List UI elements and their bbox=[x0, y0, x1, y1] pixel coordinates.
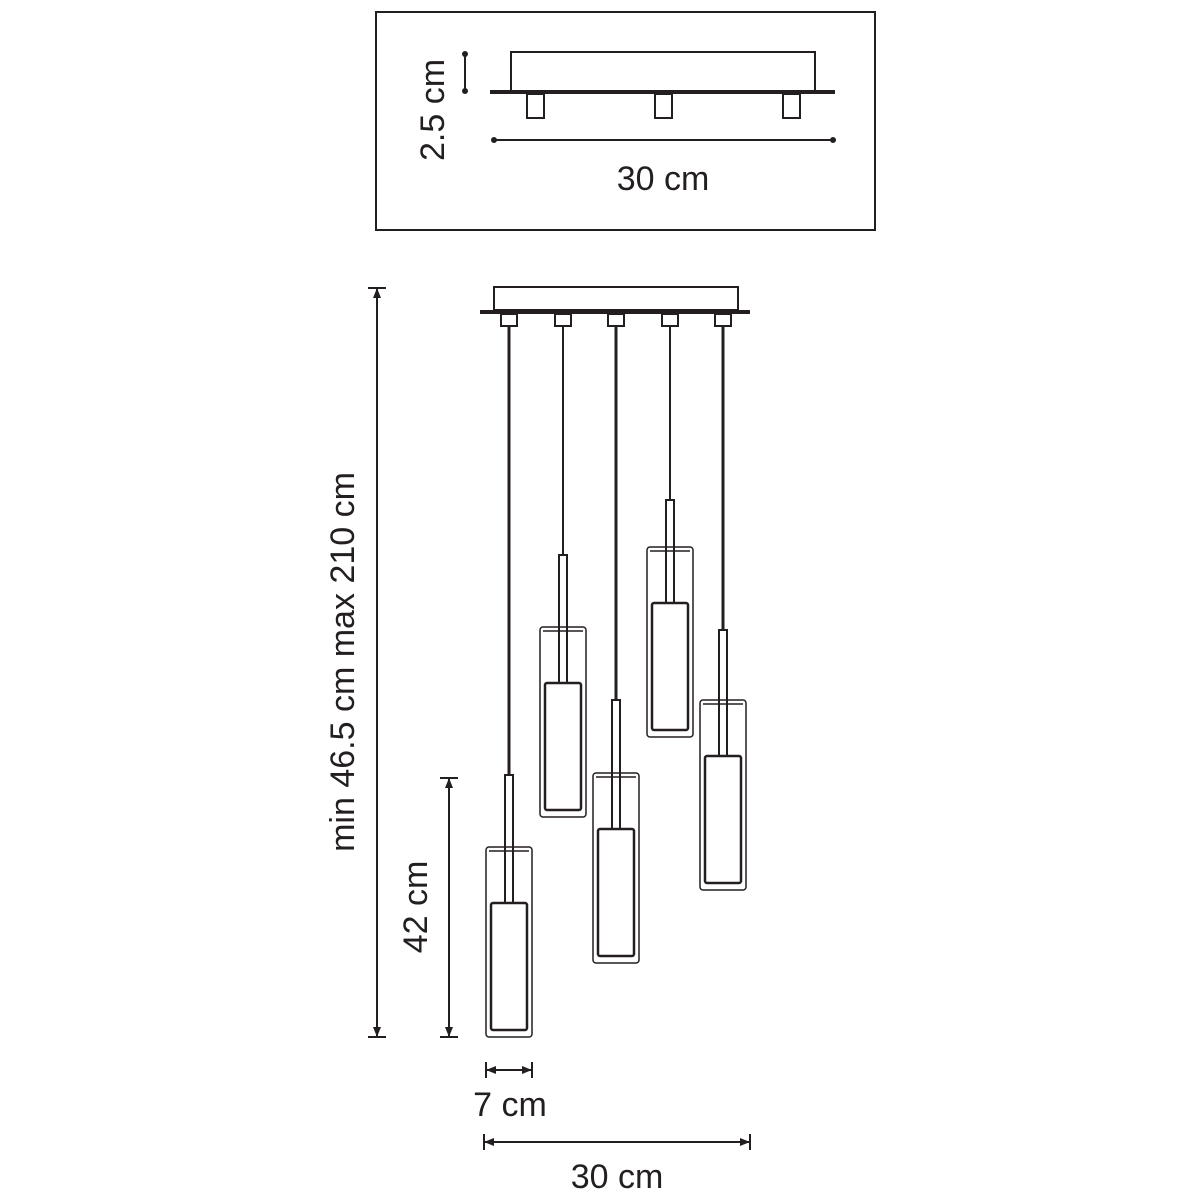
inner-light bbox=[596, 827, 636, 958]
main-view: min 46.5 cm max 210 cm 42 cm 7 cm 30 cm bbox=[324, 286, 751, 1196]
connector bbox=[526, 93, 545, 119]
inset-frame bbox=[375, 11, 876, 231]
glass-shade bbox=[592, 772, 640, 964]
total-width-label: 30 cm bbox=[571, 1158, 664, 1196]
glass-shade bbox=[485, 846, 533, 1038]
rod bbox=[718, 629, 728, 757]
pendant bbox=[646, 313, 694, 738]
shade-height-dimension bbox=[440, 777, 458, 1038]
connector bbox=[500, 313, 518, 327]
connector bbox=[661, 313, 679, 327]
pendants bbox=[485, 313, 747, 1038]
connector bbox=[554, 313, 572, 327]
canopy bbox=[493, 286, 739, 311]
height-label: 2.5 cm bbox=[414, 59, 452, 161]
total-height-dimension bbox=[368, 287, 386, 1038]
total-width-dimension bbox=[483, 1134, 751, 1150]
pendant bbox=[539, 313, 587, 818]
width-dimension bbox=[491, 137, 836, 143]
shade-width-dimension bbox=[485, 1062, 533, 1078]
connector bbox=[714, 313, 732, 327]
top-view-inset: 2.5 cm 30 cm bbox=[375, 11, 876, 231]
inner-light bbox=[703, 754, 743, 885]
inner-light bbox=[543, 681, 583, 812]
rod bbox=[558, 554, 568, 684]
inner-light bbox=[489, 901, 529, 1032]
rod bbox=[611, 699, 621, 830]
connector bbox=[782, 93, 801, 119]
canopy-side bbox=[510, 51, 816, 92]
connector bbox=[654, 93, 673, 119]
inner-light bbox=[650, 601, 690, 732]
connector bbox=[607, 313, 625, 327]
rod bbox=[504, 774, 514, 904]
total-height-label: min 46.5 cm max 210 cm bbox=[324, 472, 362, 852]
pendant bbox=[592, 313, 640, 964]
height-dimension bbox=[462, 51, 468, 94]
pendant bbox=[699, 313, 747, 891]
shade-height-label: 42 cm bbox=[397, 861, 435, 954]
pendant bbox=[485, 313, 533, 1038]
glass-shade bbox=[699, 699, 747, 891]
shade-width-label: 7 cm bbox=[473, 1086, 547, 1124]
glass-shade bbox=[646, 546, 694, 738]
width-label: 30 cm bbox=[617, 160, 710, 198]
glass-shade bbox=[539, 626, 587, 818]
